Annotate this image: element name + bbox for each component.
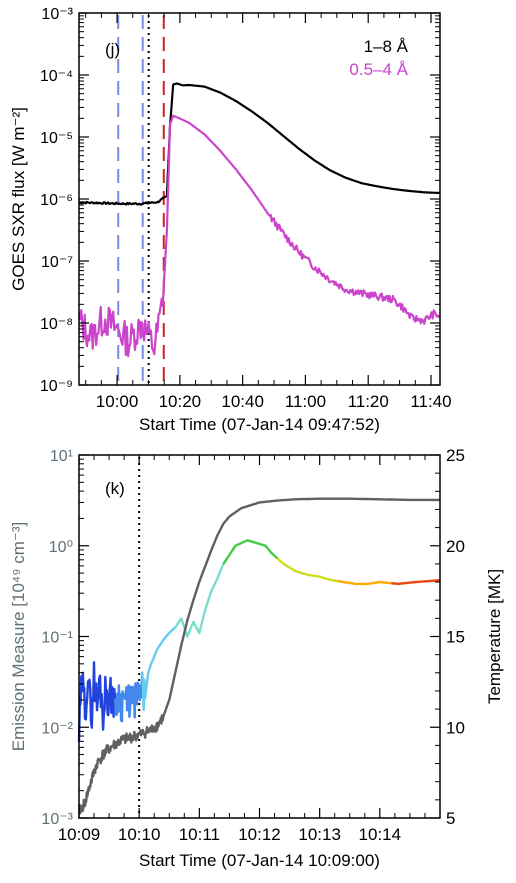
xtick-label-k: 10:10 xyxy=(118,825,161,844)
ytick-label-k-left: 10⁻² xyxy=(41,720,73,737)
ytick-label-j: 10⁻⁵ xyxy=(40,130,73,147)
ytick-label-k-right: 5 xyxy=(446,809,455,828)
series-line-0.5-4A xyxy=(77,114,441,358)
temperature-line-seg-4 xyxy=(174,562,226,638)
temperature-line-seg-7 xyxy=(336,579,393,586)
y-axis-title-j: GOES SXR flux [W m⁻²] xyxy=(9,107,28,291)
ytick-label-k-left: 10⁻³ xyxy=(41,811,73,828)
temperature-line-seg-3 xyxy=(141,626,177,711)
legend-entry-1-8A: 1–8 Å xyxy=(364,37,409,56)
xtick-label-j: 11:20 xyxy=(348,392,389,411)
ytick-label-k-right: 10 xyxy=(446,718,465,737)
xtick-label-k: 10:12 xyxy=(238,825,281,844)
ytick-label-j: 10⁻⁴ xyxy=(40,68,73,85)
ytick-label-j: 10⁻⁷ xyxy=(41,254,73,271)
y-axis-title-k-left: Emission Measure [10⁴⁹ cm⁻³] xyxy=(9,522,28,752)
ytick-label-k-left: 10⁰ xyxy=(49,539,73,556)
xtick-label-j: 10:40 xyxy=(221,392,264,411)
x-axis-title-j: Start Time (07-Jan-14 09:47:52) xyxy=(139,415,380,434)
xtick-label-j: 10:20 xyxy=(159,392,202,411)
temperature-line-seg-6 xyxy=(276,557,339,583)
y-axis-title-k-right: Temperature [MK] xyxy=(485,569,504,704)
temperature-line-seg-8 xyxy=(390,579,441,586)
ytick-label-k-left: 10⁻¹ xyxy=(41,630,73,647)
emission-measure-line xyxy=(77,497,441,815)
ytick-label-j: 10⁻³ xyxy=(41,6,73,23)
ytick-label-j: 10⁻⁹ xyxy=(40,378,73,395)
temperature-line-seg-2 xyxy=(113,671,144,723)
xtick-label-k: 10:11 xyxy=(179,825,220,844)
xtick-label-k: 10:09 xyxy=(58,825,101,844)
ytick-label-k-right: 20 xyxy=(446,537,465,556)
temperature-line-seg-5 xyxy=(222,539,279,565)
temperature-line-seg-1 xyxy=(77,661,117,742)
xtick-label-j: 11:00 xyxy=(285,392,326,411)
xtick-label-k: 10:13 xyxy=(298,825,341,844)
ytick-label-j: 10⁻⁸ xyxy=(40,316,73,333)
xtick-label-j: 11:40 xyxy=(410,392,451,411)
ytick-label-k-left: 10¹ xyxy=(50,448,73,465)
ytick-label-k-right: 15 xyxy=(446,628,465,647)
panel-label-j: (j) xyxy=(105,40,120,59)
ytick-label-k-right: 25 xyxy=(446,446,465,465)
panel-label-k: (k) xyxy=(105,479,125,498)
xtick-label-j: 10:00 xyxy=(96,392,139,411)
x-axis-title-k: Start Time (07-Jan-14 10:09:00) xyxy=(139,851,380,870)
series-line-1-8A xyxy=(78,82,441,206)
ytick-label-j: 10⁻⁶ xyxy=(40,192,73,209)
legend-entry-0.5-4A: 0.5–4 Å xyxy=(349,60,408,79)
plot-frame-k xyxy=(78,454,441,819)
xtick-label-k: 10:14 xyxy=(359,825,402,844)
